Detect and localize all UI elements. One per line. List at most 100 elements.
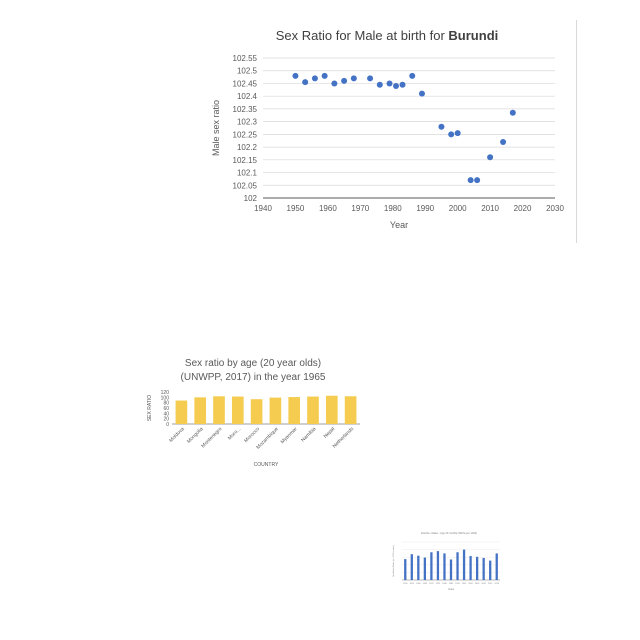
bar xyxy=(404,559,407,580)
y-axis-label: SEX RATIO xyxy=(147,395,153,421)
scatter-point xyxy=(467,177,474,184)
chart-title: Zambia - Males - Age 20: Fertility (Birt… xyxy=(421,532,477,535)
scatter-point xyxy=(302,79,309,86)
x-axis-label: Years xyxy=(448,588,455,591)
x-tick-label: 2030 xyxy=(546,204,564,213)
bar xyxy=(410,554,413,580)
x-tick-label: 1965 xyxy=(423,583,428,585)
y-tick-label: 80 xyxy=(163,401,169,407)
bar xyxy=(288,397,301,424)
scatter-point xyxy=(350,75,357,82)
y-tick-label: 100 xyxy=(161,395,170,401)
scatter-point xyxy=(438,123,445,130)
x-tick-label: 1975 xyxy=(436,583,441,585)
bar xyxy=(430,552,433,580)
scatter-point xyxy=(367,75,374,82)
x-tick-label: Moro... xyxy=(227,426,242,441)
scatter-point xyxy=(474,177,481,184)
y-tick-label: 102.35 xyxy=(233,105,258,114)
x-tick-label: Moldova xyxy=(168,426,186,444)
scatter-point xyxy=(418,90,425,97)
x-tick-label: 1960 xyxy=(319,204,337,213)
scatter-point xyxy=(386,80,393,87)
y-tick-label: 60 xyxy=(163,406,169,412)
bar xyxy=(495,553,498,580)
chart-title-text: Sex Ratio for Male at birth for xyxy=(276,28,449,43)
x-tick-label: 2000 xyxy=(468,583,473,585)
x-tick-label: 2005 xyxy=(475,583,480,585)
burundi-sex-ratio-scatter-chart: Sex Ratio for Male at birth for Burundi 1… xyxy=(205,18,580,243)
scatter-point xyxy=(321,72,328,79)
y-tick-label: 40 xyxy=(163,411,169,417)
x-tick-label: 1955 xyxy=(410,583,415,585)
x-tick-label: 1950 xyxy=(287,204,305,213)
y-tick-label: 102.25 xyxy=(233,130,258,139)
x-tick-label: 2015 xyxy=(488,583,493,585)
y-tick-label: 102.2 xyxy=(237,143,258,152)
bar xyxy=(423,557,427,580)
x-tick-label: 2020 xyxy=(495,583,500,585)
x-tick-label: 1960 xyxy=(416,583,421,585)
x-tick-label: 1970 xyxy=(351,204,369,213)
scatter-point xyxy=(311,75,318,82)
y-tick-label: 102.4 xyxy=(237,92,258,101)
bar xyxy=(213,396,225,424)
y-tick-label: 102.1 xyxy=(237,169,258,178)
y-tick-label: 102.55 xyxy=(233,54,258,63)
x-tick-label: Montenegro xyxy=(200,426,223,449)
x-tick-label: 1940 xyxy=(254,204,272,213)
y-tick-label: 0 xyxy=(166,422,169,428)
x-tick-label: Namibia xyxy=(300,426,317,443)
mini-bar-chart: Zambia - Males - Age 20: Fertility (Birt… xyxy=(388,522,510,594)
x-tick-label: Morocco xyxy=(243,426,261,444)
x-tick-label: 2000 xyxy=(449,204,467,213)
x-tick-label: 2010 xyxy=(481,583,486,585)
bar xyxy=(475,556,479,580)
y-axis-label: Sex Ratio (Males per 100 Females) xyxy=(392,545,395,577)
x-tick-label: Mongolia xyxy=(186,426,205,445)
x-tick-label: 1980 xyxy=(384,204,402,213)
y-tick-label: 102.05 xyxy=(233,181,258,190)
bar xyxy=(417,555,420,580)
chart-title-line-1: Sex ratio by age (20 year olds) xyxy=(185,358,321,369)
scatter-point xyxy=(409,72,416,79)
x-tick-label: Netherlands xyxy=(332,426,356,450)
right-divider-line xyxy=(576,20,577,243)
bar xyxy=(250,399,263,424)
bar xyxy=(307,396,319,424)
y-tick-label: 20 xyxy=(163,417,169,423)
y-tick-label: 102.5 xyxy=(237,67,258,76)
bar xyxy=(489,560,492,580)
scatter-point xyxy=(292,72,299,79)
y-tick-label: 102.45 xyxy=(233,79,258,88)
x-tick-label: 1950 xyxy=(403,583,408,585)
x-tick-label: Nepal xyxy=(323,426,336,439)
bar xyxy=(436,551,440,580)
scatter-point xyxy=(448,131,455,138)
y-axis-label: Male sex ratio xyxy=(211,100,221,156)
chart-title: Sex Ratio for Male at birth for Burundi xyxy=(276,28,499,43)
scatter-point xyxy=(393,83,400,89)
scatter-point xyxy=(500,139,507,145)
y-tick-label: 102.15 xyxy=(233,156,258,165)
bar xyxy=(456,552,459,580)
chart-title-country: Burundi xyxy=(448,28,498,43)
scatter-chart-svg: Sex Ratio for Male at birth for Burundi 1… xyxy=(211,28,564,230)
bar-chart-svg: Sex ratio by age (20 year olds) (UNWPP, 2… xyxy=(147,358,360,468)
x-tick-label: 1970 xyxy=(429,583,434,585)
bar xyxy=(462,549,466,580)
x-tick-label: 1980 xyxy=(442,583,447,585)
bar xyxy=(269,397,282,424)
bar xyxy=(231,396,244,424)
x-tick-label: 2010 xyxy=(481,204,499,213)
bar xyxy=(443,553,446,580)
bar xyxy=(482,557,485,580)
x-tick-label: Myanmar xyxy=(280,426,299,445)
x-tick-label: 1995 xyxy=(462,583,467,585)
x-axis-label: COUNTRY xyxy=(254,462,279,468)
mini-bar-chart-svg: Zambia - Males - Age 20: Fertility (Birt… xyxy=(392,532,500,591)
x-axis-label: Year xyxy=(390,220,408,230)
scatter-point xyxy=(454,130,461,137)
scatter-point xyxy=(487,154,494,161)
bar xyxy=(469,556,472,580)
